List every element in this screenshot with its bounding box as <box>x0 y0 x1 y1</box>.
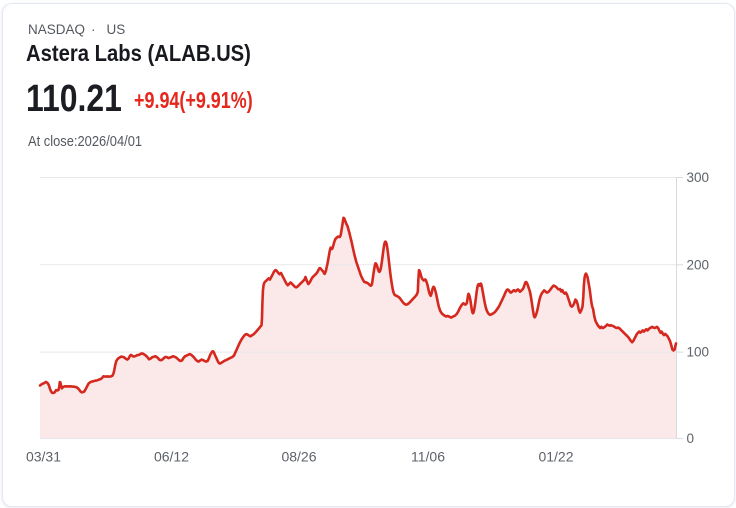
svg-text:03/31: 03/31 <box>26 449 61 465</box>
svg-text:100: 100 <box>687 345 710 360</box>
svg-text:200: 200 <box>687 257 710 272</box>
svg-text:11/06: 11/06 <box>411 449 445 465</box>
svg-text:01/22: 01/22 <box>538 449 573 465</box>
svg-text:0: 0 <box>687 431 695 446</box>
svg-text:08/26: 08/26 <box>281 449 316 465</box>
svg-text:06/12: 06/12 <box>154 449 189 465</box>
svg-text:300: 300 <box>687 170 710 185</box>
